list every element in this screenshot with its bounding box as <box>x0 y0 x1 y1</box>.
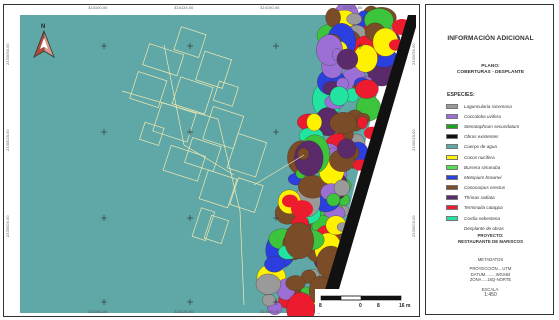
legend-item: Cordia sebestena <box>446 213 551 223</box>
proyecto-value: RESTAURANTE DE MARISCOS <box>457 238 524 244</box>
scale-label-1: 8 <box>319 303 322 309</box>
metadata-zone: ZONA.....16Q-NORTE <box>469 277 512 283</box>
north-arrow: N <box>32 24 56 59</box>
legend-swatch <box>446 205 458 211</box>
especies-label: ESPECIES: <box>447 92 475 98</box>
legend-item-label: Desplante de obras <box>464 225 504 231</box>
vegetation-cover <box>255 5 412 316</box>
coord-right-2: 2330025.00 <box>412 129 416 151</box>
scale-text-label: ESCALA: <box>481 286 500 292</box>
coord-left-3: 2330000.00 <box>6 215 10 237</box>
proyecto-label: PROYECTO: <box>477 233 504 238</box>
legend-item-label: Cordia sebestena <box>464 215 501 221</box>
legend-item-label: Bursera simaruba <box>464 164 501 170</box>
coord-right-3: 2330000.00 <box>412 215 416 237</box>
coord-left-2: 2330025.00 <box>6 129 10 151</box>
legend-item-label: Obras existentes <box>464 134 499 140</box>
legend-panel: INFORMACIÓN ADICIONAL PLANO: COBERTURAS … <box>425 4 554 315</box>
legend-item: Coccoloba uvifera <box>446 111 551 121</box>
coord-bottom-1: 324100.00 <box>88 310 108 314</box>
map-canvas[interactable] <box>4 5 419 316</box>
metadata-projection: PROYECCIÓN....UTM <box>469 266 512 272</box>
plano-block: PLANO: COBERTURAS - DESPLANTE <box>426 64 555 76</box>
coord-top-1: 324100.00 <box>88 6 108 10</box>
building-footprints <box>121 26 305 306</box>
legend-item: Terminalia catappa <box>446 203 551 213</box>
scale-bar: 8 0 8 16 m <box>315 289 417 313</box>
legend-item-label: Terminalia catappa <box>464 205 503 211</box>
legend-swatch <box>446 185 458 191</box>
legend-item: Laguncularia racemosa <box>446 101 551 111</box>
coord-bottom-3: 324150.00 <box>260 310 280 314</box>
north-letter: N <box>41 24 46 30</box>
metadata-datum: DATUM.........WGS84 <box>470 271 511 277</box>
scale-text-value: 1:450 <box>484 292 497 299</box>
legend-item: Bursera simaruba <box>446 162 551 172</box>
legend-item-label: Laguncularia racemosa <box>464 103 512 109</box>
metadata-title: METADATOS <box>477 257 504 262</box>
proyecto-block: PROYECTO: RESTAURANTE DE MARISCOS <box>426 233 555 244</box>
legend-item-label: Thrinax radiata <box>464 195 495 201</box>
legend-swatch <box>446 164 458 170</box>
legend-item: Obras existentes <box>446 132 551 142</box>
legend-items: Laguncularia racemosa Coccoloba uvifera St… <box>446 101 551 233</box>
plano-label: PLANO: <box>481 64 500 69</box>
legend-swatch <box>446 144 458 150</box>
legend-item-label: Coccoloba uvifera <box>464 113 501 119</box>
legend-swatch <box>446 174 458 180</box>
scale-label-3: 8 <box>377 303 380 309</box>
north-arrow-icon <box>33 29 55 58</box>
existing-works-strip <box>318 15 416 313</box>
legend-item: Desplante de obras <box>446 223 551 233</box>
legend-item: Thrinax radiata <box>446 193 551 203</box>
coord-left-1: 2330050.00 <box>6 43 10 65</box>
legend-item: Metopium brownei <box>446 172 551 182</box>
legend-item-label: Stenotaphrum secundatum <box>464 123 520 129</box>
plano-value: COBERTURAS - DESPLANTE <box>456 70 525 75</box>
legend-swatch <box>446 226 458 231</box>
legend-swatch <box>446 154 458 160</box>
coord-top-3: 324150.00 <box>260 6 280 10</box>
scale-bar-graphic <box>320 295 402 301</box>
scale-label-2: 0 <box>359 303 362 309</box>
legend-swatch <box>446 103 458 109</box>
legend-item: Stenotaphrum secundatum <box>446 121 551 131</box>
legend-item: Conocarpus erectus <box>446 183 551 193</box>
metadata-block: METADATOS PROYECCIÓN....UTM DATUM.......… <box>426 257 555 298</box>
legend-item: Cocos nucifera <box>446 152 551 162</box>
legend-swatch <box>446 113 458 119</box>
legend-item-label: Metopium brownei <box>464 174 502 180</box>
legend-item-label: Cocos nucifera <box>464 154 495 160</box>
legend-item: Cuerpo de agua <box>446 142 551 152</box>
coord-bottom-2: 324125.00 <box>174 310 194 314</box>
legend-item-label: Conocarpus erectus <box>464 185 506 191</box>
legend-swatch <box>446 195 458 201</box>
legend-swatch <box>446 123 458 129</box>
scale-label-4: 16 m <box>399 303 411 309</box>
legend-title: INFORMACIÓN ADICIONAL <box>447 35 534 42</box>
legend-swatch <box>446 215 458 221</box>
legend-item-label: Cuerpo de agua <box>464 144 497 150</box>
coord-top-2: 324125.00 <box>174 6 194 10</box>
map-panel: 324100.00 324125.00 324150.00 324175.00 … <box>3 4 420 317</box>
coord-top-4: 324175.00 <box>343 6 363 10</box>
grid-crosses <box>101 43 363 305</box>
coord-right-1: 2330050.00 <box>412 43 416 65</box>
legend-swatch <box>446 134 458 140</box>
